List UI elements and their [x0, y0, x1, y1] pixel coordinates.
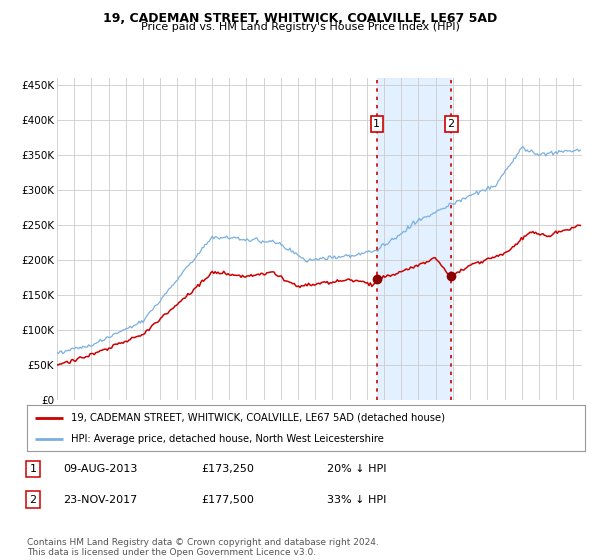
Text: 2: 2 [448, 119, 455, 129]
Text: £177,500: £177,500 [201, 494, 254, 505]
Text: 23-NOV-2017: 23-NOV-2017 [63, 494, 137, 505]
Text: 2: 2 [29, 494, 37, 505]
Text: 19, CADEMAN STREET, WHITWICK, COALVILLE, LE67 5AD: 19, CADEMAN STREET, WHITWICK, COALVILLE,… [103, 12, 497, 25]
Text: 1: 1 [373, 119, 380, 129]
Text: 33% ↓ HPI: 33% ↓ HPI [327, 494, 386, 505]
Bar [377, 78, 451, 400]
Text: 19, CADEMAN STREET, WHITWICK, COALVILLE, LE67 5AD (detached house): 19, CADEMAN STREET, WHITWICK, COALVILLE,… [71, 413, 445, 423]
Text: HPI: Average price, detached house, North West Leicestershire: HPI: Average price, detached house, Nort… [71, 434, 383, 444]
Text: 20% ↓ HPI: 20% ↓ HPI [327, 464, 386, 474]
Text: Contains HM Land Registry data © Crown copyright and database right 2024.
This d: Contains HM Land Registry data © Crown c… [27, 538, 379, 557]
Text: £173,250: £173,250 [201, 464, 254, 474]
Text: 09-AUG-2013: 09-AUG-2013 [63, 464, 137, 474]
Text: Price paid vs. HM Land Registry's House Price Index (HPI): Price paid vs. HM Land Registry's House … [140, 22, 460, 32]
Text: 1: 1 [29, 464, 37, 474]
